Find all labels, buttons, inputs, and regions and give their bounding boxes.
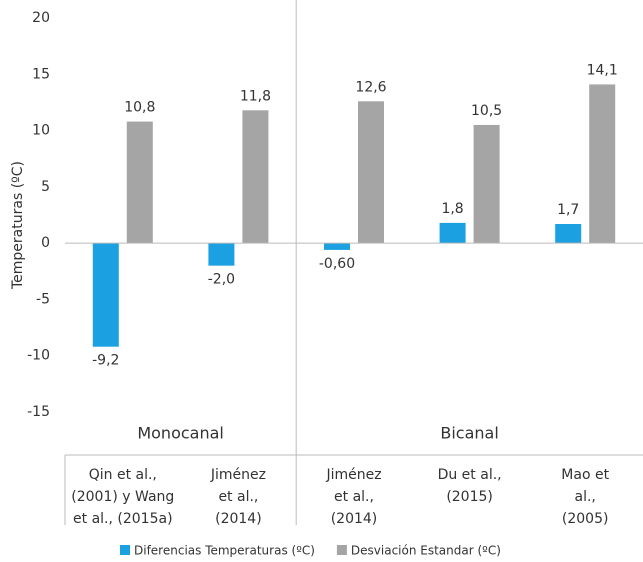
y-tick-label: -10 (27, 348, 50, 364)
data-label: -0,60 (319, 256, 355, 272)
x-tick-label-line: Du et al., (438, 467, 502, 483)
y-axis-title: Temperaturas (ºC) (10, 161, 26, 290)
x-tick-label-line: et al., (334, 489, 374, 505)
x-tick-label-line: et al., (2015a) (73, 511, 173, 527)
y-tick-label: 0 (41, 235, 50, 251)
legend-swatch (120, 545, 130, 555)
data-label: 10,8 (124, 100, 155, 116)
x-tick-label-line: (2005) (562, 511, 609, 527)
x-tick-label-line: et al., (218, 489, 258, 505)
data-label: 1,8 (441, 201, 463, 217)
x-tick-label: Jiménez et al., (2014) (210, 467, 266, 527)
x-tick-label-line: (2014) (331, 511, 378, 527)
data-label: 14,1 (587, 62, 618, 78)
group-label: Monocanal (137, 424, 224, 443)
x-tick-label: Jiménez et al., (2014) (325, 467, 381, 527)
bar (92, 243, 119, 347)
x-tick-label: Du et al., (2015) (438, 467, 502, 505)
bar (324, 243, 350, 250)
bar (126, 121, 153, 244)
bar (242, 110, 269, 244)
x-tick-label-line: Jiménez (210, 467, 266, 483)
bar (589, 84, 616, 244)
legend-swatch (336, 545, 347, 555)
data-label: 11,8 (240, 88, 271, 104)
x-tick-label-line: (2014) (215, 511, 262, 527)
x-tick-label: Qin et al., (2001) y Wang et al., (2015a) (71, 467, 174, 527)
x-tick-label-line: Qin et al., (89, 467, 157, 483)
y-tick-label: 20 (32, 10, 50, 26)
x-tick-label-line: Mao et (561, 467, 609, 483)
data-label: 10,5 (471, 103, 502, 119)
y-tick-label: -15 (27, 404, 50, 420)
bar (473, 124, 500, 244)
y-tick-label: 10 (32, 123, 50, 139)
y-tick-label: 15 (32, 66, 50, 82)
x-tick-label: Mao et al., (2005) (561, 467, 609, 527)
y-tick-label: 5 (41, 179, 50, 195)
bar (358, 101, 384, 244)
bar (555, 224, 582, 244)
x-tick-label-line: Jiménez (325, 467, 381, 483)
data-label: -9,2 (92, 353, 119, 369)
x-tick-label-line: (2015) (446, 489, 493, 505)
legend-label: Desviación Estandar (ºC) (351, 544, 501, 558)
legend-label: Diferencias Temperaturas (ºC) (134, 544, 315, 558)
x-tick-label-line: (2001) y Wang (71, 489, 174, 505)
data-label: 1,7 (557, 202, 579, 218)
group-label: Bicanal (440, 424, 498, 443)
x-tick-label-line: al., (575, 489, 596, 505)
bar (208, 243, 235, 266)
data-label: 12,6 (355, 79, 386, 95)
bar (439, 222, 466, 244)
y-tick-label: -5 (36, 291, 50, 307)
data-label: -2,0 (208, 272, 235, 288)
